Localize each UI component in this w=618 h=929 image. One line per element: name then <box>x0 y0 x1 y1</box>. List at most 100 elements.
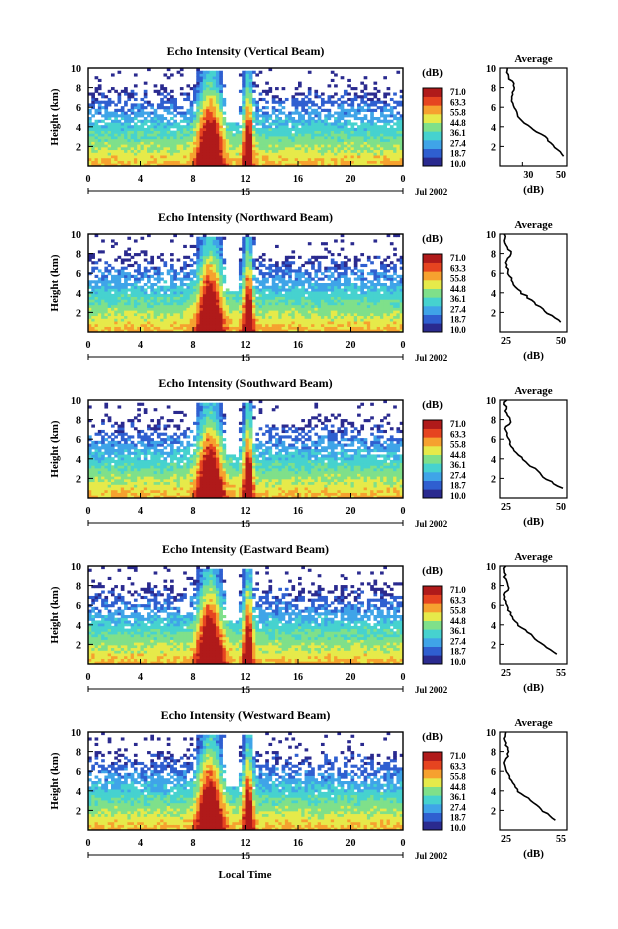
colorbar-tick-label: 63.3 <box>450 429 466 439</box>
x-tick-label: 4 <box>138 174 143 185</box>
colorbar-swatch <box>423 131 442 141</box>
heatmap-cells <box>88 732 404 831</box>
colorbar-tick-label: 10.0 <box>450 657 466 667</box>
avg-x-axis-label: (dB) <box>523 184 544 196</box>
y-tick-label: 10 <box>71 64 81 75</box>
colorbar-swatch <box>423 114 442 123</box>
y-tick-label: 8 <box>76 84 81 95</box>
chart-title: Echo Intensity (Eastward Beam) <box>162 542 329 556</box>
avg-x-tick-label: 50 <box>556 170 566 181</box>
colorbar-swatch <box>423 769 442 779</box>
colorbar-swatch <box>423 620 442 630</box>
x-tick-label: 8 <box>191 672 196 683</box>
colorbar-tick-label: 18.7 <box>450 315 466 325</box>
date-label: Jul 2002 <box>415 685 448 695</box>
x-tick-label: 12 <box>241 340 251 351</box>
x-tick-label: 8 <box>191 506 196 517</box>
avg-y-tick-label: 4 <box>491 123 496 134</box>
colorbar-tick-label: 71.0 <box>450 585 466 595</box>
colorbar-swatch <box>423 472 442 481</box>
day-label: 15 <box>241 685 251 695</box>
y-tick-label: 8 <box>76 748 81 759</box>
x-tick-label: 0 <box>86 672 91 683</box>
colorbar-tick-label: 27.4 <box>450 636 466 646</box>
day-label: 15 <box>241 187 251 197</box>
x-tick-label: 20 <box>346 672 356 683</box>
avg-y-tick-label: 2 <box>491 142 496 153</box>
avg-frame <box>499 67 568 167</box>
colorbar-swatch <box>423 446 442 455</box>
chart-panel-4: Echo Intensity (Westward Beam) 2 4 6 8 10 Heig… <box>49 708 568 861</box>
colorbar-swatch <box>423 454 442 464</box>
colorbar-tick-label: 55.8 <box>450 772 466 782</box>
x-tick-label: 20 <box>346 174 356 185</box>
avg-profile-line <box>503 731 556 821</box>
avg-profile-line <box>503 399 564 489</box>
colorbar-swatch <box>423 795 442 805</box>
avg-x-axis-label: (dB) <box>523 682 544 694</box>
y-axis-label: Height (km) <box>49 586 61 643</box>
colorbar-swatch <box>423 804 442 813</box>
colorbar-tick-label: 71.0 <box>450 253 466 263</box>
x-tick-label: 0 <box>401 838 406 849</box>
colorbar-title: (dB) <box>422 731 443 743</box>
colorbar-swatch <box>423 323 442 333</box>
x-tick-label: 20 <box>346 838 356 849</box>
y-axis-label: Height (km) <box>49 88 61 145</box>
colorbar-tick-label: 44.8 <box>450 616 466 626</box>
colorbar-title: (dB) <box>422 233 443 245</box>
avg-x-tick-label: 55 <box>556 668 566 679</box>
colorbar-tick-label: 18.7 <box>450 647 466 657</box>
x-tick-label: 0 <box>401 340 406 351</box>
colorbar-swatch <box>423 786 442 796</box>
colorbar-swatch <box>423 157 442 167</box>
x-tick-label: 4 <box>138 838 143 849</box>
avg-y-tick-label: 2 <box>491 806 496 817</box>
colorbar-swatch <box>423 297 442 307</box>
y-tick-label: 6 <box>76 435 81 446</box>
avg-y-tick-label: 4 <box>491 621 496 632</box>
avg-title: Average <box>514 385 552 397</box>
colorbar-swatch <box>423 646 442 656</box>
chart-panel-1: Echo Intensity (Northward Beam) 2 4 6 8 10 Hei… <box>49 210 568 363</box>
colorbar-tick-label: 71.0 <box>450 751 466 761</box>
colorbar-tick-label: 27.4 <box>450 138 466 148</box>
x-tick-label: 12 <box>241 174 251 185</box>
colorbar-swatch <box>423 594 442 604</box>
colorbar-tick-label: 10.0 <box>450 823 466 833</box>
colorbar-swatch <box>423 122 442 132</box>
avg-y-tick-label: 2 <box>491 308 496 319</box>
colorbar-swatch <box>423 420 442 429</box>
avg-x-axis-label: (dB) <box>523 350 544 362</box>
date-label: Jul 2002 <box>415 353 448 363</box>
avg-title: Average <box>514 219 552 231</box>
colorbar-title: (dB) <box>422 565 443 577</box>
colorbar-tick-label: 71.0 <box>450 87 466 97</box>
colorbar-tick-label: 10.0 <box>450 491 466 501</box>
colorbar-frame <box>422 419 443 499</box>
colorbar-frame <box>422 253 443 333</box>
x-tick-label: 0 <box>86 506 91 517</box>
avg-y-tick-label: 10 <box>486 396 496 407</box>
x-tick-label: 0 <box>86 838 91 849</box>
avg-y-tick-label: 8 <box>491 748 496 759</box>
colorbar-swatch <box>423 148 442 158</box>
y-tick-label: 4 <box>76 289 81 300</box>
colorbar-swatch <box>423 603 442 613</box>
x-tick-label: 16 <box>293 174 303 185</box>
colorbar-tick-label: 55.8 <box>450 274 466 284</box>
avg-frame <box>499 233 568 333</box>
y-tick-label: 10 <box>71 230 81 241</box>
avg-x-tick-label: 25 <box>501 834 511 845</box>
avg-title: Average <box>514 717 552 729</box>
avg-y-tick-label: 6 <box>491 601 496 612</box>
chart-panel-2: Echo Intensity (Southward Beam) 2 4 6 8 10 Hei… <box>49 376 568 529</box>
colorbar-tick-label: 44.8 <box>450 284 466 294</box>
day-label: 15 <box>241 353 251 363</box>
x-tick-label: 4 <box>138 672 143 683</box>
y-tick-label: 10 <box>71 562 81 573</box>
avg-frame <box>499 399 568 499</box>
x-tick-label: 12 <box>241 838 251 849</box>
x-tick-label: 20 <box>346 506 356 517</box>
x-tick-label: 20 <box>346 340 356 351</box>
